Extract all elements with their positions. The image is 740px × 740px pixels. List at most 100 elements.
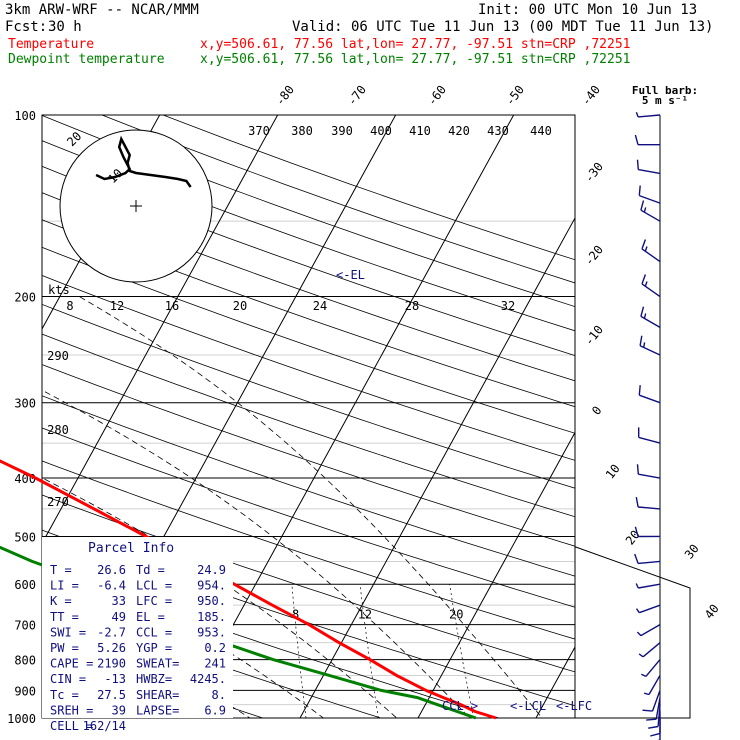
lcl-annotation: <-LCL [510, 699, 546, 713]
isotherm [535, 646, 575, 718]
dewpoint-profile [0, 545, 477, 720]
hodograph-speed-label: 20 [233, 299, 247, 313]
parcel-key: PW = [50, 641, 79, 655]
parcel-key: LI = [50, 579, 79, 593]
pressure-label-100: 100 [14, 109, 36, 123]
dry-adiabat [42, 303, 575, 489]
hodograph-speed-label: 32 [501, 299, 515, 313]
mixing-ratio-line [291, 584, 307, 718]
init-time: Init: 00 UTC Mon 10 Jun 13 [478, 2, 697, 18]
isotherm-label: -10 [582, 323, 606, 349]
wind-barb [644, 675, 661, 696]
wind-barb [638, 642, 661, 658]
dry-adiabat [42, 192, 575, 382]
wind-barb [635, 583, 661, 589]
hodograph-unit: kts [48, 283, 70, 297]
dry-adiabat [42, 219, 575, 408]
wind-barb [648, 704, 661, 729]
isotherm-label: -50 [503, 83, 527, 109]
wind-barb [638, 185, 661, 204]
pressure-label-900: 900 [14, 684, 36, 698]
theta-label-top: 370 [248, 124, 270, 138]
wind-barb [638, 427, 661, 444]
parcel-value: 4245. [190, 672, 226, 686]
parcel-value: 5.26 [97, 641, 126, 655]
wind-barb [635, 111, 661, 118]
theta-label-top: 430 [487, 124, 509, 138]
isotherm [299, 216, 575, 718]
parcel-value: -13 [104, 672, 126, 686]
hodograph-speed-label: 16 [165, 299, 179, 313]
isotherm [654, 115, 740, 718]
parcel-value: 954. [197, 579, 226, 593]
theta-label-top: 420 [448, 124, 470, 138]
parcel-value: 0.2 [204, 641, 226, 655]
hodograph-trace [95, 135, 192, 188]
isotherm-label: -40 [579, 83, 603, 109]
isotherm-label: -70 [345, 83, 369, 109]
parcel-key: Tc = [50, 688, 79, 702]
wind-barb [640, 200, 661, 222]
parcel-value: 26.6 [97, 563, 126, 577]
parcel-key: CAPE = [50, 657, 93, 671]
wind-barb [636, 623, 661, 637]
wind-barb [641, 659, 661, 678]
wind-barbs: Full barb:5 m s⁻¹ [632, 84, 698, 740]
parcel-key: CELL = [50, 719, 93, 733]
isotherm-label: 20 [623, 528, 643, 548]
parcel-key: LCL = [136, 579, 172, 593]
ccl-annotation: CCL-> [442, 699, 478, 713]
parcel-value: 8. [212, 688, 226, 702]
theta-label-left: 280 [47, 423, 69, 437]
parcel-title: Parcel Info [88, 541, 174, 556]
isotherm-label: -30 [582, 160, 606, 186]
dry-adiabat [42, 274, 575, 461]
hodograph-speed-label: 8 [66, 299, 73, 313]
wind-barb [640, 306, 661, 328]
dry-adiabat [42, 494, 575, 673]
wind-barb [641, 239, 661, 263]
moist-adiabat [42, 389, 471, 718]
parcel-key: T = [50, 563, 72, 577]
parcel-value: 27.5 [97, 688, 126, 702]
temperature-legend: Temperature [8, 37, 94, 52]
theta-label-left: 290 [47, 349, 69, 363]
mixing-ratio-label: 12 [358, 608, 372, 622]
dry-adiabat [42, 395, 575, 577]
fcst-label: Fcst: [5, 19, 47, 35]
wind-barb [650, 711, 661, 737]
lfc-annotation: <-LFC [556, 699, 592, 713]
parcel-value: 950. [197, 594, 226, 608]
parcel-value: 953. [197, 625, 226, 639]
theta-label-top: 390 [331, 124, 353, 138]
dry-adiabat [42, 333, 575, 518]
wind-barb [657, 718, 661, 740]
wind-barb [642, 690, 661, 712]
wind-barb [634, 526, 661, 538]
parcel-key: TT = [50, 610, 79, 624]
wind-barb [635, 496, 661, 510]
theta-label-left: 270 [47, 495, 69, 509]
parcel-value: 2190 [97, 657, 126, 671]
theta-label-top: 440 [530, 124, 552, 138]
isotherm-label: 30 [682, 542, 702, 562]
dry-adiabat [42, 246, 575, 434]
parcel-value: 185. [197, 610, 226, 624]
pressure-label-700: 700 [14, 619, 36, 633]
wind-barb [646, 697, 661, 721]
dewpoint-location: x,y=506.61, 77.56 lat,lon= 27.77, -97.51… [200, 52, 630, 67]
diagram-edge [574, 546, 691, 719]
wind-barb [634, 134, 661, 146]
pressure-label-300: 300 [14, 397, 36, 411]
parcel-key: EL = [136, 610, 165, 624]
temperature-location: x,y=506.61, 77.56 lat,lon= 27.77, -97.51… [200, 37, 630, 52]
parcel-key: CIN = [50, 672, 86, 686]
parcel-value: 24.9 [197, 563, 226, 577]
dry-adiabat [42, 460, 575, 640]
isotherm [42, 115, 279, 545]
isotherm [417, 431, 575, 718]
valid-time: Valid: 06 UTC Tue 11 Jun 13 (00 MDT Tue … [292, 19, 713, 35]
parcel-key: YGP = [136, 641, 172, 655]
parcel-key: HWBZ= [136, 672, 172, 686]
